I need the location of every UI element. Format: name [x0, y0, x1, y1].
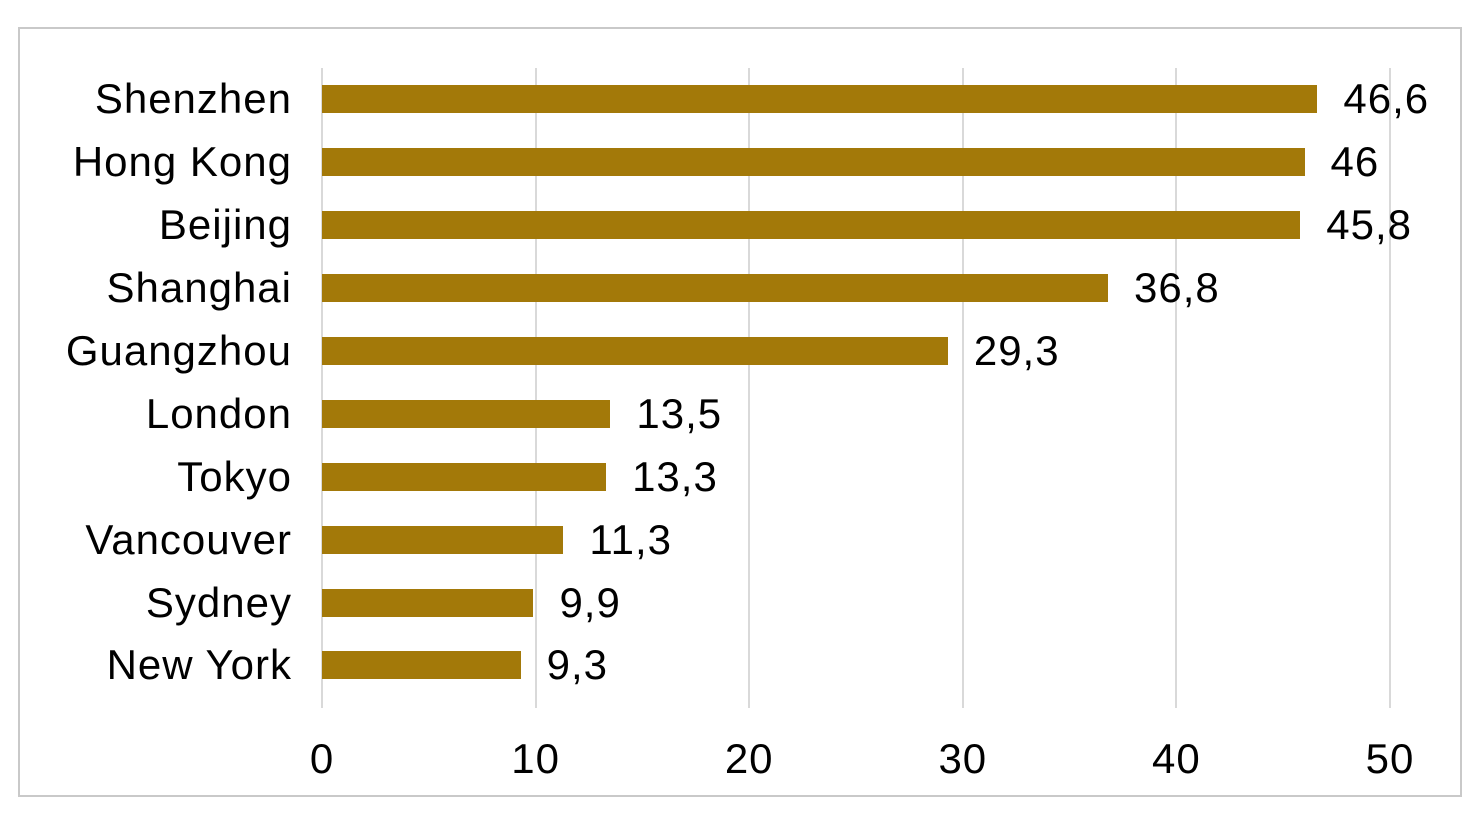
gridlines [321, 68, 1391, 708]
x-axis-tick-label: 20 [724, 735, 774, 782]
bar-row: 11,3 [322, 508, 1390, 571]
bar-sydney [322, 588, 534, 617]
x-axis-tick-label: 10 [511, 735, 560, 782]
bar-shenzhen [322, 85, 1318, 114]
plot-area: 46,6 46 45,8 36,8 29,3 13,5 13,3 11,3 9,9 9,3 [321, 68, 1428, 708]
bar-value-label: 11,3 [589, 515, 672, 563]
bar-row: 45,8 [322, 194, 1411, 257]
x-axis-tick-label: 30 [938, 735, 988, 782]
category-label: Guangzhou [65, 327, 292, 374]
bar-tokyo [322, 462, 607, 491]
bars-area: 46,6 46 45,8 36,8 29,3 13,5 13,3 11,3 9,9 9,3 [322, 68, 1428, 697]
x-axis-tick-label: 40 [1152, 735, 1201, 782]
gridline [1389, 68, 1391, 697]
x-axis-tick-label: 50 [1365, 735, 1415, 782]
axis-tick-mark [1175, 697, 1178, 708]
bar-value-label: 29,3 [973, 327, 1060, 374]
bar-value-label: 13,5 [636, 389, 723, 437]
category-label: Vancouver [85, 515, 292, 563]
bar-value-label: 46 [1330, 138, 1380, 186]
axis-tick-mark [534, 697, 537, 708]
category-label: New York [106, 641, 292, 689]
category-labels: Shenzhen Hong Kong Beijing Shanghai Guangzho… [20, 68, 292, 697]
bar-hong-kong [322, 148, 1305, 177]
axis-tick-mark [1389, 697, 1391, 708]
bar-shanghai [322, 274, 1109, 303]
category-label: Shanghai [106, 264, 292, 312]
category-label: Shenzhen [94, 75, 292, 123]
bar-row: 9,3 [322, 634, 1390, 697]
axis-tick-mark [321, 697, 323, 708]
bar-value-label: 9,9 [559, 578, 621, 626]
category-label: London [145, 389, 292, 437]
bar-row: 9,9 [322, 571, 1390, 634]
bar-london [322, 399, 611, 428]
bar-value-label: 46,6 [1343, 75, 1430, 123]
gridline [321, 68, 323, 697]
gridline [1175, 68, 1178, 697]
category-label: Hong Kong [72, 138, 292, 186]
gridline [748, 68, 751, 697]
bar-value-label: 13,3 [632, 452, 718, 500]
category-label: Sydney [145, 578, 292, 626]
bar-vancouver [322, 525, 564, 554]
gridline [534, 68, 537, 697]
category-label: Beijing [158, 201, 292, 249]
bar-row: 46,6 [322, 68, 1428, 131]
axis-tick-mark [961, 697, 964, 708]
x-axis-tick-label: 0 [309, 735, 335, 782]
chart-frame: Shenzhen Hong Kong Beijing Shanghai Guangzho… [18, 27, 1462, 797]
bar-row: 29,3 [322, 320, 1390, 383]
bar-value-label: 9,3 [546, 641, 609, 689]
axis-tick-mark [748, 697, 751, 708]
bar-row: 13,5 [322, 382, 1390, 445]
x-axis: 0 10 20 30 40 50 [310, 732, 1414, 784]
bar-row: 13,3 [322, 445, 1390, 508]
gridline [961, 68, 964, 697]
bar-value-label: 36,8 [1134, 264, 1220, 312]
category-label: Tokyo [177, 452, 292, 500]
bar-guangzhou [322, 337, 948, 365]
bar-beijing [322, 211, 1301, 240]
bar-value-label: 45,8 [1326, 201, 1413, 249]
bar-row: 36,8 [322, 257, 1390, 320]
bar-row: 46 [322, 131, 1390, 194]
bar-new-york [322, 651, 521, 680]
